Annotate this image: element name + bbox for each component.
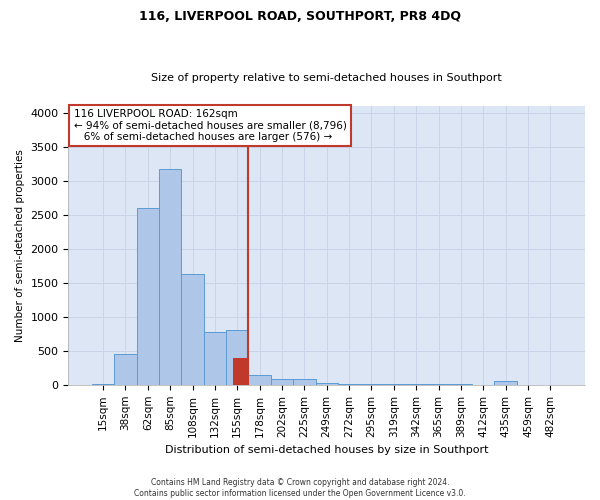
- Bar: [233, 358, 248, 385]
- Text: 116, LIVERPOOL ROAD, SOUTHPORT, PR8 4DQ: 116, LIVERPOOL ROAD, SOUTHPORT, PR8 4DQ: [139, 10, 461, 23]
- Bar: [159, 169, 181, 385]
- Bar: [137, 208, 159, 385]
- Bar: [338, 384, 360, 385]
- Bar: [204, 332, 226, 385]
- Bar: [92, 384, 114, 385]
- Bar: [181, 274, 204, 385]
- Title: Size of property relative to semi-detached houses in Southport: Size of property relative to semi-detach…: [151, 73, 502, 83]
- Text: Contains HM Land Registry data © Crown copyright and database right 2024.
Contai: Contains HM Land Registry data © Crown c…: [134, 478, 466, 498]
- Bar: [271, 379, 293, 385]
- Bar: [494, 381, 517, 385]
- X-axis label: Distribution of semi-detached houses by size in Southport: Distribution of semi-detached houses by …: [165, 445, 488, 455]
- Bar: [316, 383, 338, 385]
- Bar: [360, 384, 383, 385]
- Bar: [293, 379, 316, 385]
- Bar: [248, 374, 271, 385]
- Y-axis label: Number of semi-detached properties: Number of semi-detached properties: [15, 149, 25, 342]
- Text: 116 LIVERPOOL ROAD: 162sqm
← 94% of semi-detached houses are smaller (8,796)
   : 116 LIVERPOOL ROAD: 162sqm ← 94% of semi…: [74, 109, 346, 142]
- Bar: [226, 330, 248, 385]
- Bar: [114, 354, 137, 385]
